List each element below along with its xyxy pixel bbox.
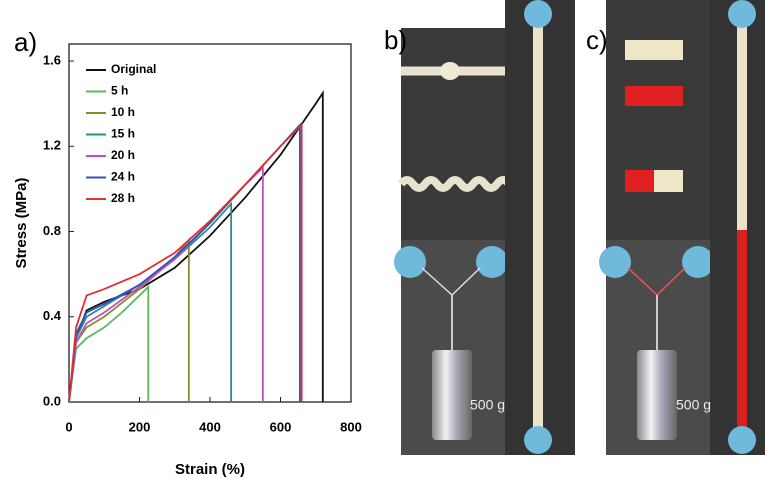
legend-label: 28 h: [111, 191, 135, 205]
x-tick-label: 600: [270, 419, 292, 434]
legend-label: 10 h: [111, 105, 135, 119]
y-tick-label: 0.0: [43, 393, 61, 408]
y-tick-label: 0.8: [43, 223, 61, 238]
legend-label: Original: [111, 62, 156, 76]
legend-label: 24 h: [111, 170, 135, 184]
series-line: [68, 201, 233, 403]
y-tick-label: 1.2: [43, 138, 61, 153]
y-axis-label: Stress (MPa): [13, 178, 30, 269]
series-line: [68, 165, 264, 403]
series-line: [68, 122, 303, 403]
series-line: [68, 284, 150, 403]
x-tick-label: 400: [199, 419, 221, 434]
series-line: [68, 237, 190, 403]
legend-label: 20 h: [111, 148, 135, 162]
panel-label: c): [586, 25, 608, 55]
weight-label: 500 g: [676, 397, 711, 413]
series-line: [68, 122, 301, 403]
x-tick-label: 800: [340, 419, 362, 434]
x-tick-label: 200: [129, 419, 151, 434]
y-tick-label: 0.4: [43, 308, 62, 323]
legend-label: 5 h: [111, 84, 128, 98]
series-line: [68, 90, 324, 403]
y-tick-label: 1.6: [43, 52, 61, 67]
weight-label: 500 g: [470, 397, 505, 413]
photo-panel-c: [599, 0, 765, 455]
legend-label: 15 h: [111, 127, 135, 141]
panel-label: b): [384, 25, 407, 55]
x-tick-label: 0: [65, 419, 72, 434]
x-axis-label: Strain (%): [175, 461, 245, 478]
photo-panel-b: [394, 0, 575, 455]
panel-label: a): [14, 27, 37, 57]
